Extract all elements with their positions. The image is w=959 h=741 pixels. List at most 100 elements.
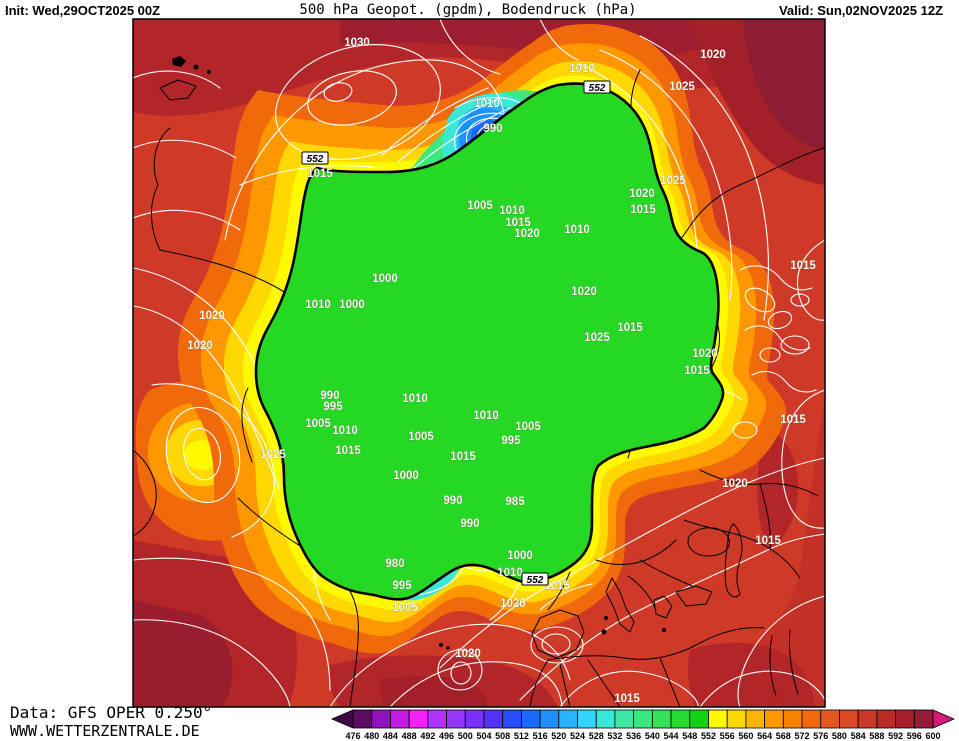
colorbar-tick-label: 596: [907, 731, 922, 741]
colorbar-tick-label: 584: [851, 731, 866, 741]
colorbar-segment: [483, 709, 504, 729]
pressure-label: 1025: [584, 332, 610, 344]
colorbar-left-arrow-icon: [330, 709, 354, 729]
height-label: 552: [527, 575, 544, 586]
init-time-label: Init: Wed,29OCT2025 00Z: [5, 3, 161, 18]
colorbar-tick-label: 484: [383, 731, 398, 741]
pressure-label: 1020: [629, 188, 655, 200]
colorbar-segment: [352, 709, 373, 729]
colorbar-tick-label: 512: [514, 731, 529, 741]
colorbar-tick-label: 556: [720, 731, 735, 741]
pressure-label: 1005: [408, 431, 434, 443]
pressure-label: 1010: [564, 224, 590, 236]
website-label: WWW.WETTERZENTRALE.DE: [10, 722, 200, 740]
pressure-label: 1015: [307, 168, 333, 180]
pressure-label: 1020: [514, 228, 540, 240]
pressure-label: 990: [443, 495, 462, 507]
colorbar-tick-label: 528: [589, 731, 604, 741]
pressure-label: 1010: [569, 63, 595, 75]
colorbar-segment: [427, 709, 447, 729]
pressure-label: 1025: [260, 449, 286, 461]
map-border: [132, 18, 826, 708]
colorbar-segment: [857, 709, 878, 729]
colorbar-tick-label: 548: [682, 731, 697, 741]
colorbar-segment: [633, 709, 653, 729]
pressure-label: 1020: [500, 598, 526, 610]
pressure-label: 1010: [402, 393, 428, 405]
pressure-label: 1010: [332, 425, 358, 437]
colorbar-tick-label: 536: [626, 731, 641, 741]
colorbar-tick-label: 508: [495, 731, 510, 741]
colorbar-segment: [820, 709, 840, 729]
pressure-label: 1010: [474, 98, 500, 110]
pressure-label: 1010: [499, 205, 525, 217]
pressure-label: 1000: [507, 550, 533, 562]
colorbar-segment: [689, 709, 709, 729]
colorbar: 476 480 484 488 492 496 500 504 508 512 516 520 524 5…: [330, 709, 956, 741]
colorbar-tick-label: 588: [869, 731, 884, 741]
colorbar-tick-label: 476: [345, 731, 360, 741]
colorbar-tick-label: 568: [776, 731, 791, 741]
colorbar-tick-label: 496: [439, 731, 454, 741]
height-label-box: [583, 80, 611, 94]
colorbar-segment: [801, 709, 822, 729]
pressure-label: 1015: [780, 414, 806, 426]
colorbar-segment: [708, 709, 728, 729]
pressure-label: 1000: [339, 299, 365, 311]
pressure-label: 1020: [722, 478, 748, 490]
colorbar-segment: [745, 709, 766, 729]
colorbar-segment: [558, 709, 578, 729]
pressure-label: 1005: [305, 418, 331, 430]
height-label-box: [301, 151, 329, 165]
colorbar-tick-label: 516: [533, 731, 548, 741]
colorbar-segment: [539, 709, 560, 729]
colorbar-tick-label: 492: [420, 731, 435, 741]
pressure-label: 1010: [305, 299, 331, 311]
colorbar-tick-label: 520: [551, 731, 566, 741]
colorbar-segment: [371, 709, 391, 729]
colorbar-segment: [614, 709, 635, 729]
pressure-label: 995: [501, 435, 521, 447]
height-label: 552: [589, 83, 606, 94]
colorbar-segment: [502, 709, 522, 729]
colorbar-tick-label: 544: [664, 731, 679, 741]
pressure-label: 990: [483, 123, 502, 135]
pressure-label: 995: [323, 401, 343, 413]
colorbar-tick-label: 600: [925, 731, 940, 741]
colorbar-tick-label: 560: [738, 731, 753, 741]
pressure-label: 1005: [515, 421, 541, 433]
colorbar-tick-label: 580: [832, 731, 847, 741]
pressure-label: 1015: [755, 535, 781, 547]
colorbar-segment: [895, 709, 915, 729]
pressure-label: 1020: [199, 310, 225, 322]
pressure-label: 1020: [571, 286, 597, 298]
colorbar-tick-label: 480: [364, 731, 379, 741]
colorbar-segment: [726, 709, 747, 729]
colorbar-right-arrow-icon: [932, 709, 956, 729]
colorbar-tick-label: 592: [888, 731, 903, 741]
pressure-label: 1030: [344, 37, 370, 49]
pressure-label: 1005: [467, 200, 493, 212]
colorbar-segment: [913, 709, 934, 729]
height-label-box: [521, 572, 549, 586]
pressure-label: 990: [460, 518, 479, 530]
pressure-label: 1015: [335, 445, 361, 457]
pressure-label: 1015: [450, 451, 476, 463]
colorbar-tick-label: 488: [402, 731, 417, 741]
pressure-label: 1005: [392, 602, 418, 614]
pressure-label: 1020: [187, 340, 213, 352]
pressure-label: 1010: [473, 410, 499, 422]
colorbar-tick-label: 552: [701, 731, 716, 741]
colorbar-tick-label: 532: [607, 731, 622, 741]
pressure-label: 1020: [455, 648, 481, 660]
colorbar-segment: [876, 709, 896, 729]
pressure-label: 995: [392, 580, 412, 592]
pressure-label: 980: [385, 558, 404, 570]
pressure-label: 1010: [497, 567, 523, 579]
pressure-label: 1015: [614, 693, 640, 705]
colorbar-segment: [446, 709, 466, 729]
colorbar-tick-label: 504: [476, 731, 491, 741]
colorbar-segment: [839, 709, 859, 729]
